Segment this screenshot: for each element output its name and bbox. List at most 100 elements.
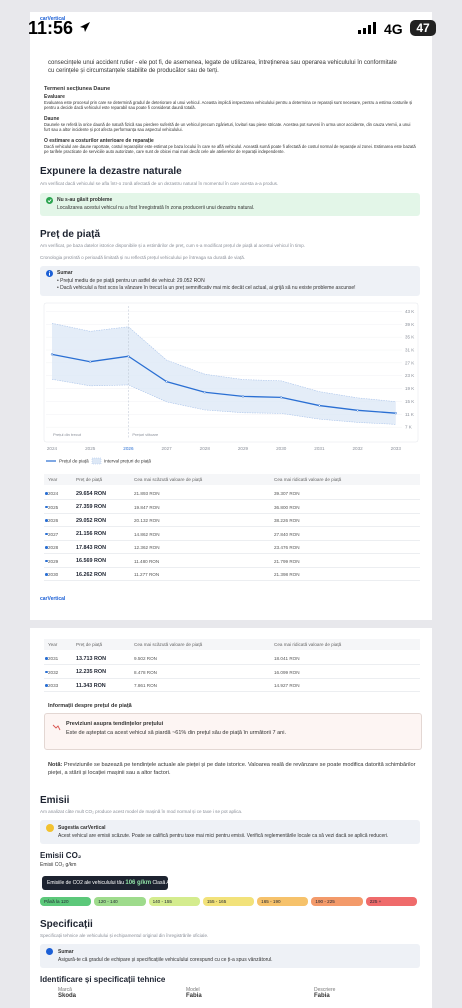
table-header: Cea mai scăzută valoare de piață (134, 477, 203, 482)
logo: carVertical (40, 16, 66, 22)
row-line (44, 664, 420, 665)
scale-segment: 190 - 225 (311, 897, 363, 906)
box-title: Sugestia carVertical (58, 825, 106, 831)
x-tick-label: 2033 (391, 446, 402, 451)
point (127, 355, 130, 358)
low-cell: 20.132 RON (134, 518, 160, 523)
legend-label: Prețul de piață (59, 459, 89, 464)
box-title: Sumar (58, 949, 74, 955)
x-tick-label: 2026 (123, 446, 134, 451)
price-cell: 16.569 RON (76, 558, 106, 564)
heading: Expunere la dezastre naturale (40, 166, 182, 177)
row-dot (45, 505, 48, 509)
heading: Specificații (40, 919, 93, 930)
high-cell: 23.476 RON (274, 545, 300, 550)
point (394, 412, 397, 415)
subtitle: Am verificat dacă vehiculul se afla într… (40, 181, 279, 186)
row-dot (45, 559, 48, 563)
row-dot (45, 573, 48, 576)
row-line (44, 553, 420, 554)
year-cell: 2026 (48, 518, 59, 523)
label: Emisii CO₂ g/km (40, 862, 77, 868)
x-tick-label: 2027 (161, 446, 172, 451)
y-tick-label: 31 K (405, 348, 414, 353)
y-tick-label: 7 K (405, 425, 412, 430)
note-label: Notă: (48, 762, 63, 768)
high-cell: 38.226 RON (274, 518, 300, 523)
battery: 47 (410, 20, 436, 36)
box-text: Localizarea acestui vehicul nu a fost în… (57, 205, 255, 211)
note: Notă: Previziunile se bazează pe tendinț… (48, 762, 418, 777)
heading: Emisii (40, 795, 70, 806)
row-dot (45, 519, 48, 522)
tip-icon (46, 824, 54, 832)
tooltip-value: 106 g/km (125, 880, 152, 886)
table-header: Year (48, 642, 58, 647)
field-value: Fabia (186, 993, 202, 999)
high-cell: 39.307 RON (274, 491, 300, 496)
year-cell: 2028 (48, 545, 59, 550)
high-cell: 27.840 RON (274, 531, 300, 537)
box-title: Previziuni asupra tendințelor prețului (66, 721, 164, 727)
signal-icon (358, 22, 376, 34)
point (241, 395, 245, 398)
band-edge (51, 378, 396, 425)
high-cell: 21.398 RON (274, 572, 300, 577)
y-tick-label: 39 K (405, 322, 414, 327)
price-cell: 21.156 RON (76, 531, 106, 537)
scale-segment: 165 - 190 (257, 897, 309, 906)
paragraph: consecințele unui accident rutier - ele … (48, 60, 397, 74)
term-title: Evaluare (44, 94, 65, 100)
bullet: • Dacă vehiculul a fost scos la vânzare … (57, 285, 356, 291)
price-cell: 27.359 RON (76, 504, 106, 510)
field-label: Descriere (314, 987, 336, 993)
summary-box (40, 944, 420, 968)
legend-swatch (91, 457, 102, 465)
box-title: Nu s-au găsit probleme (57, 197, 113, 203)
status-time: 11:56 (28, 18, 74, 38)
year-cell: 2030 (48, 572, 59, 577)
row-line (44, 580, 420, 581)
price-cell: 17.843 RON (76, 544, 106, 551)
y-tick-label: 27 K (405, 360, 414, 365)
year-cell: 2033 (48, 683, 59, 688)
note-text: Previziunile se bazează pe tendințele ac… (48, 762, 416, 776)
row-dot (45, 684, 48, 687)
price-cell: 29.654 RON (76, 490, 106, 497)
row-line (44, 691, 420, 692)
x-tick-label: 2029 (238, 446, 249, 451)
summary-box (40, 266, 420, 296)
scale-segment: 120 - 140 (94, 897, 146, 906)
year-cell: 2029 (48, 558, 59, 564)
term-text: Dacă vehiculul are daune raportate, cost… (44, 144, 416, 155)
network-type: 4G (384, 21, 403, 37)
table-header: Preț de piață (76, 642, 103, 647)
table-header: Cea mai ridicată valoare de piață (274, 642, 342, 647)
price-cell: 16.262 RON (76, 571, 106, 578)
scale-segment: 140 - 155 (148, 897, 200, 906)
year-cell: 2032 (48, 669, 59, 675)
y-tick-label: 15 K (405, 399, 414, 404)
tooltip-label: Emisiile de CO2 ale vehiculului tău (47, 880, 124, 886)
forecast-box (44, 713, 422, 750)
row-dot (45, 492, 48, 495)
box-text: Asigură-te că gradul de echipare și spec… (58, 957, 273, 963)
field-value: Fabia (314, 993, 330, 999)
low-cell: 9.502 RON (134, 656, 157, 661)
year-cell: 2024 (48, 491, 59, 496)
scale-segment: 155 - 165 (202, 897, 255, 906)
row-dot (45, 532, 48, 536)
location-icon (80, 22, 90, 32)
row-line (44, 499, 420, 500)
row-line (44, 539, 420, 540)
section-title: Informații despre prețul de piață (48, 703, 132, 709)
point (89, 360, 92, 363)
y-tick-label: 19 K (405, 386, 414, 391)
tooltip-class: Clasă A (152, 880, 170, 886)
x-tick-label: 2028 (200, 446, 211, 451)
y-tick-label: 35 K (405, 335, 414, 340)
y-tick-label: 43 K (405, 309, 414, 314)
tooltip-text: Emisiile de CO2 ale vehiculului tău 106 … (47, 880, 170, 887)
scale-segment: Până la 120 (40, 897, 92, 906)
check-icon (46, 197, 53, 204)
